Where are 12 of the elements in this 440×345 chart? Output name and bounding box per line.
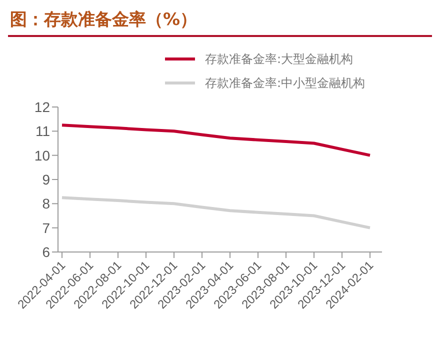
- y-tick-label: 7: [42, 220, 50, 236]
- y-tick-label: 8: [42, 196, 50, 212]
- y-tick-label: 11: [35, 123, 50, 140]
- chart-title: 图：存款准备金率（%）: [8, 8, 432, 37]
- y-tick-label: 9: [42, 171, 50, 188]
- y-tick-label: 12: [34, 98, 50, 115]
- y-tick-label: 6: [42, 244, 50, 260]
- line-series: [60, 196, 372, 230]
- line-series: [60, 124, 372, 157]
- legend-label: 存款准备金率:大型金融机构: [204, 50, 354, 68]
- y-tick-label: 10: [34, 147, 50, 164]
- legend-label: 存款准备金率:中小型金融机构: [204, 74, 366, 92]
